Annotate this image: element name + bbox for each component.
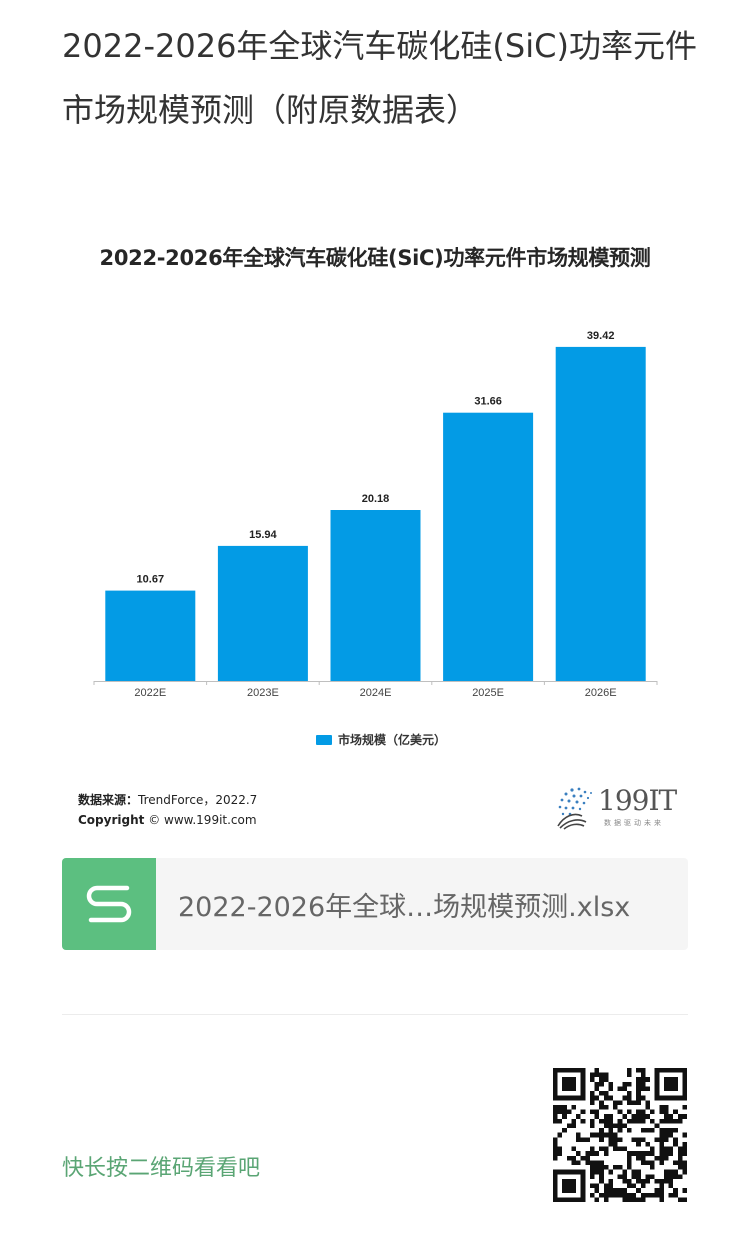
x-tick-label-2026E: 2026E <box>585 687 617 699</box>
section-divider <box>62 1014 688 1015</box>
chart-title: 2022-2026年全球汽车碳化硅(SiC)功率元件市场规模预测 <box>99 246 651 270</box>
x-tick-label-2025E: 2025E <box>472 687 504 699</box>
bar-2023E <box>217 545 308 681</box>
dandelion-logo-icon <box>557 787 592 830</box>
brand-logo: 199IT 数据驱动未来 <box>552 782 682 832</box>
bar-chart: 10.67 15.94 20.18 31.66 39.42 2022E 2023E 2024… <box>93 330 658 699</box>
attachment-filename: 2022-2026年全球…场规模预测.xlsx <box>178 891 631 923</box>
qr-code-icon[interactable] <box>553 1068 687 1202</box>
copyright-label: Copyright <box>78 813 145 827</box>
data-label-2025E: 31.66 <box>474 396 502 408</box>
copyright-text: © www.199it.com <box>148 813 257 827</box>
x-tick-label-2022E: 2022E <box>134 687 166 699</box>
x-tick-label-2024E: 2024E <box>360 687 392 699</box>
x-tick-label-2023E: 2023E <box>247 687 279 699</box>
copyright-line: Copyright © www.199it.com <box>78 810 257 830</box>
brand-name: 199IT <box>598 784 677 817</box>
attachment-card[interactable]: 2022-2026年全球…场规模预测.xlsx <box>62 858 688 950</box>
chart-image: 2022-2026年全球汽车碳化硅(SiC)功率元件市场规模预测 10.67 15… <box>62 222 688 840</box>
source-text: TrendForce，2022.7 <box>138 793 258 807</box>
data-label-2022E: 10.67 <box>137 574 165 586</box>
legend-swatch <box>316 734 332 745</box>
bar-2024E <box>330 510 421 681</box>
spreadsheet-s-icon <box>62 858 156 950</box>
data-label-2024E: 20.18 <box>362 493 390 505</box>
chart-legend: 市场规模（亿美元） <box>316 731 446 748</box>
data-label-2023E: 15.94 <box>249 529 277 541</box>
bar-2025E <box>443 412 534 681</box>
bar-2026E <box>555 346 646 681</box>
legend-label: 市场规模（亿美元） <box>338 733 447 747</box>
bars-group: 10.67 15.94 20.18 31.66 39.42 <box>105 330 646 681</box>
source-line: 数据来源：TrendForce，2022.7 <box>78 790 257 810</box>
data-label-2026E: 39.42 <box>587 330 615 342</box>
ticks-group: 2022E 2023E 2024E 2025E 2026E <box>93 681 658 699</box>
qr-hint-text: 快长按二维码看看吧 <box>62 1156 261 1181</box>
source-block: 数据来源：TrendForce，2022.7 Copyright © www.1… <box>78 790 257 830</box>
bar-2022E <box>105 590 196 681</box>
article-title: 2022-2026年全球汽车碳化硅(SiC)功率元件市场规模预测（附原数据表） <box>62 27 697 129</box>
brand-slogan: 数据驱动未来 <box>604 819 664 827</box>
source-label: 数据来源： <box>78 793 139 807</box>
